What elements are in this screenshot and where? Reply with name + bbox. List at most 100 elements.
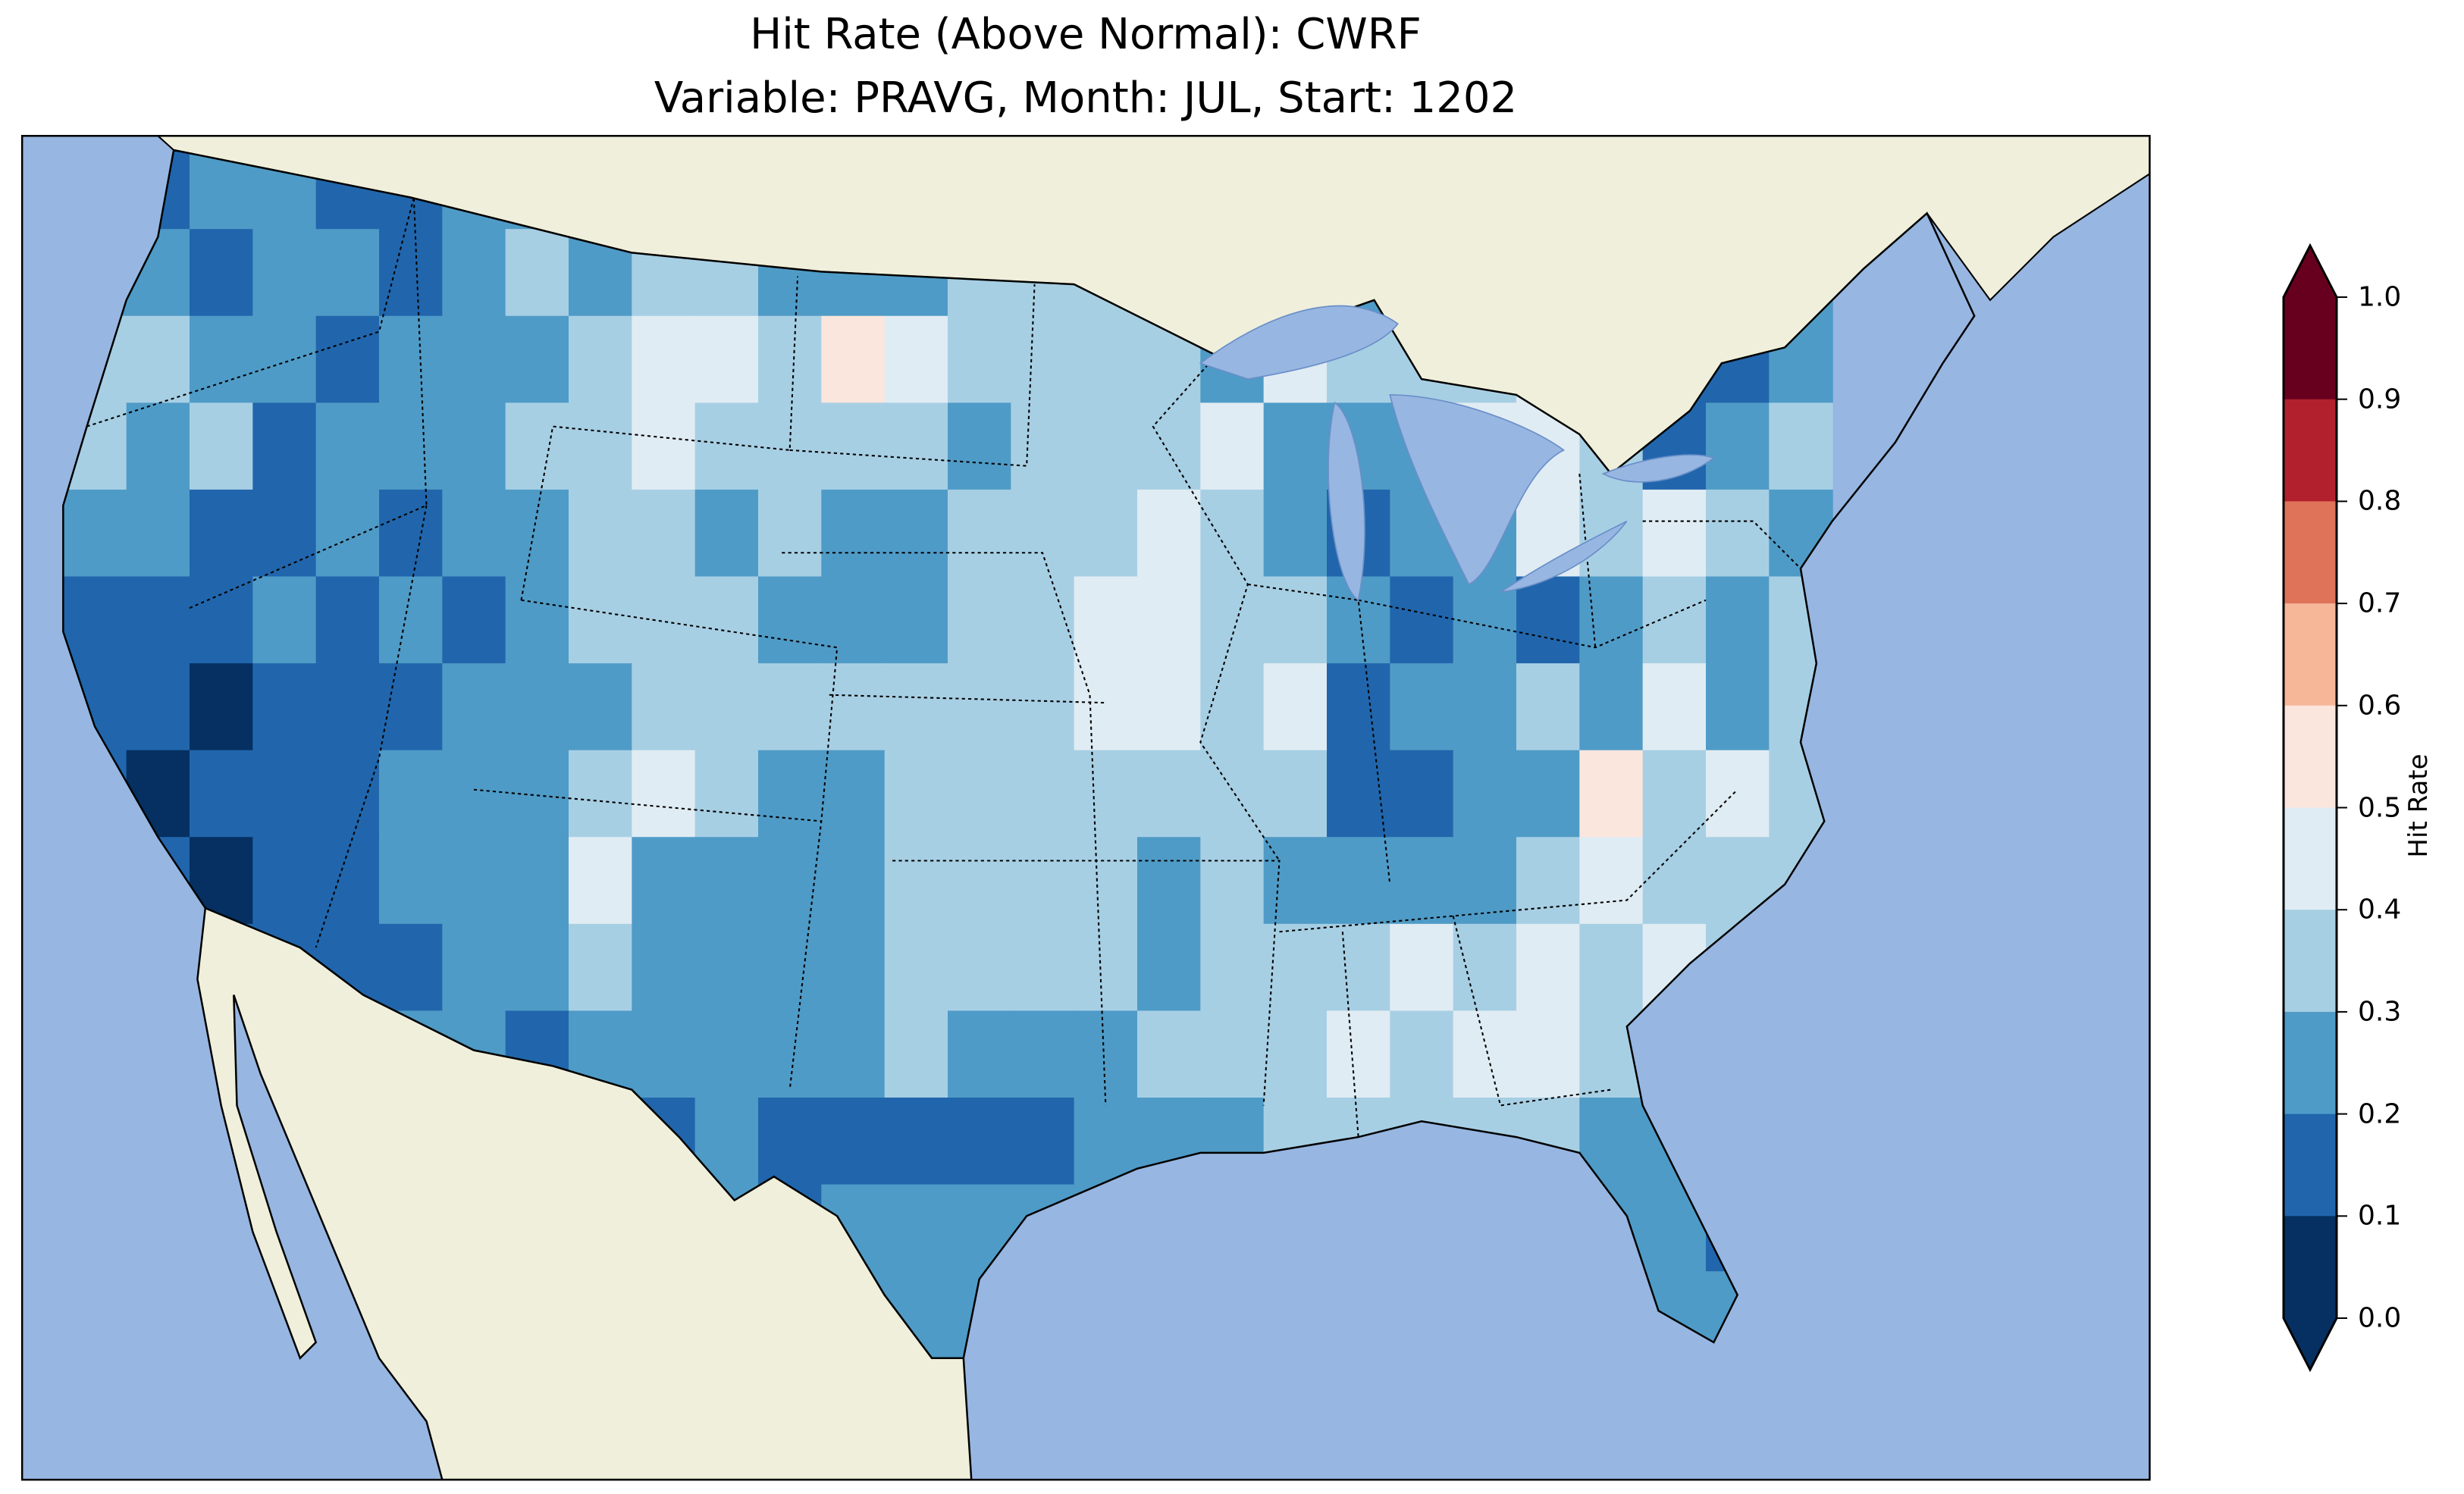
grid-cell bbox=[190, 489, 254, 578]
grid-cell bbox=[126, 663, 191, 751]
grid-cell bbox=[632, 750, 696, 838]
colorbar-tick-label: 0.0 bbox=[2358, 1302, 2402, 1334]
grid-cell bbox=[1516, 1010, 1581, 1099]
us-coastline bbox=[62, 149, 1976, 1360]
grid-cell bbox=[632, 576, 696, 665]
grid-cell bbox=[1263, 576, 1328, 665]
grid-cell bbox=[442, 402, 506, 490]
grid-cell bbox=[126, 315, 191, 404]
grid-cell bbox=[1200, 663, 1265, 751]
colorbar-tick-label: 1.0 bbox=[2358, 281, 2402, 313]
grid-cell bbox=[252, 750, 317, 838]
grid-cell bbox=[1263, 837, 1328, 925]
grid-cell bbox=[315, 489, 381, 578]
grid-cell bbox=[1706, 576, 1770, 665]
grid-cell bbox=[379, 229, 444, 317]
grid-cell bbox=[1263, 402, 1328, 490]
colorbar-segment bbox=[2284, 705, 2337, 808]
grid-cell bbox=[379, 663, 444, 751]
grid-cell bbox=[1390, 663, 1454, 751]
grid-cell bbox=[1706, 663, 1770, 751]
grid-cell bbox=[315, 229, 381, 317]
colorbar-tick-label: 0.1 bbox=[2358, 1200, 2402, 1232]
grid-cell bbox=[821, 402, 886, 490]
grid-cell bbox=[379, 402, 444, 490]
colorbar-extend-max bbox=[2284, 246, 2337, 297]
grid-cell bbox=[1137, 750, 1202, 838]
grid-cell bbox=[1327, 663, 1391, 751]
grid-cell bbox=[632, 837, 696, 925]
grid-cell bbox=[252, 837, 317, 925]
grid-cell bbox=[505, 837, 570, 925]
grid-cell bbox=[1263, 750, 1328, 838]
colorbar-segment bbox=[2284, 1113, 2337, 1217]
grid-cell bbox=[1137, 923, 1202, 1012]
grid-cell bbox=[252, 315, 317, 404]
grid-cell bbox=[63, 489, 127, 578]
colorbar-label: Hit Rate bbox=[2403, 753, 2434, 858]
grid-cell bbox=[379, 750, 444, 838]
grid-cell bbox=[1200, 750, 1265, 838]
grid-cell bbox=[505, 663, 570, 751]
colorbar-segment bbox=[2284, 603, 2337, 706]
grid-cell bbox=[1579, 923, 1644, 1012]
grid-cell bbox=[379, 315, 444, 404]
grid-cell bbox=[252, 576, 317, 665]
grid-cell bbox=[821, 1010, 886, 1099]
grid-cell bbox=[1516, 923, 1581, 1012]
grid-cell bbox=[569, 576, 633, 665]
grid-cell bbox=[379, 576, 444, 665]
grid-cell bbox=[948, 1010, 1012, 1099]
grid-cell bbox=[1642, 576, 1707, 665]
grid-cell bbox=[505, 576, 570, 665]
grid-cell bbox=[1074, 1010, 1139, 1099]
grid-cell bbox=[1453, 663, 1518, 751]
grid-cell bbox=[1074, 750, 1139, 838]
grid-cell bbox=[948, 576, 1012, 665]
grid-cell bbox=[1011, 315, 1075, 404]
colorbar-tick-label: 0.2 bbox=[2358, 1098, 2402, 1130]
grid-cell bbox=[632, 923, 696, 1012]
grid-cell bbox=[758, 576, 823, 665]
grid-cell bbox=[126, 402, 191, 490]
grid-cell bbox=[694, 1010, 760, 1099]
grid-cell bbox=[948, 663, 1012, 751]
grid-cell bbox=[1200, 576, 1265, 665]
grid-cell bbox=[1516, 576, 1581, 665]
grid-cell bbox=[632, 663, 696, 751]
grid-cell bbox=[126, 576, 191, 665]
grid-cell bbox=[1579, 663, 1644, 751]
grid-cell bbox=[1642, 663, 1707, 751]
grid-cell bbox=[1390, 576, 1454, 665]
grid-cell bbox=[569, 923, 633, 1012]
grid-cell bbox=[1453, 923, 1518, 1012]
grid-cell bbox=[821, 750, 886, 838]
grid-cell bbox=[442, 750, 506, 838]
grid-cell bbox=[505, 923, 570, 1012]
grid-cell bbox=[315, 663, 381, 751]
grid-cell bbox=[821, 1098, 886, 1185]
grid-cell bbox=[821, 489, 886, 578]
grid-cell bbox=[884, 315, 949, 404]
grid-cell bbox=[1137, 402, 1202, 490]
grid-cell bbox=[758, 837, 823, 925]
grid-cell bbox=[442, 663, 506, 751]
grid-cell bbox=[505, 315, 570, 404]
grid-cell bbox=[884, 402, 949, 490]
grid-cell bbox=[694, 489, 760, 578]
grid-cell bbox=[1263, 489, 1328, 578]
grid-cell bbox=[948, 1098, 1012, 1185]
colorbar-segment bbox=[2284, 297, 2337, 400]
grid-cell bbox=[1453, 750, 1518, 838]
colorbar-tick-label: 0.3 bbox=[2358, 996, 2402, 1028]
grid-cell bbox=[694, 750, 760, 838]
grid-cell bbox=[1453, 837, 1518, 925]
grid-cell bbox=[1263, 1010, 1328, 1099]
colorbar-tick-label: 0.8 bbox=[2358, 485, 2402, 517]
grid-cell bbox=[632, 315, 696, 404]
grid-cell bbox=[442, 315, 506, 404]
colorbar-extend-min bbox=[2284, 1318, 2337, 1370]
grid-cell bbox=[1642, 750, 1707, 838]
grid-cell bbox=[569, 663, 633, 751]
grid-cell bbox=[315, 750, 381, 838]
